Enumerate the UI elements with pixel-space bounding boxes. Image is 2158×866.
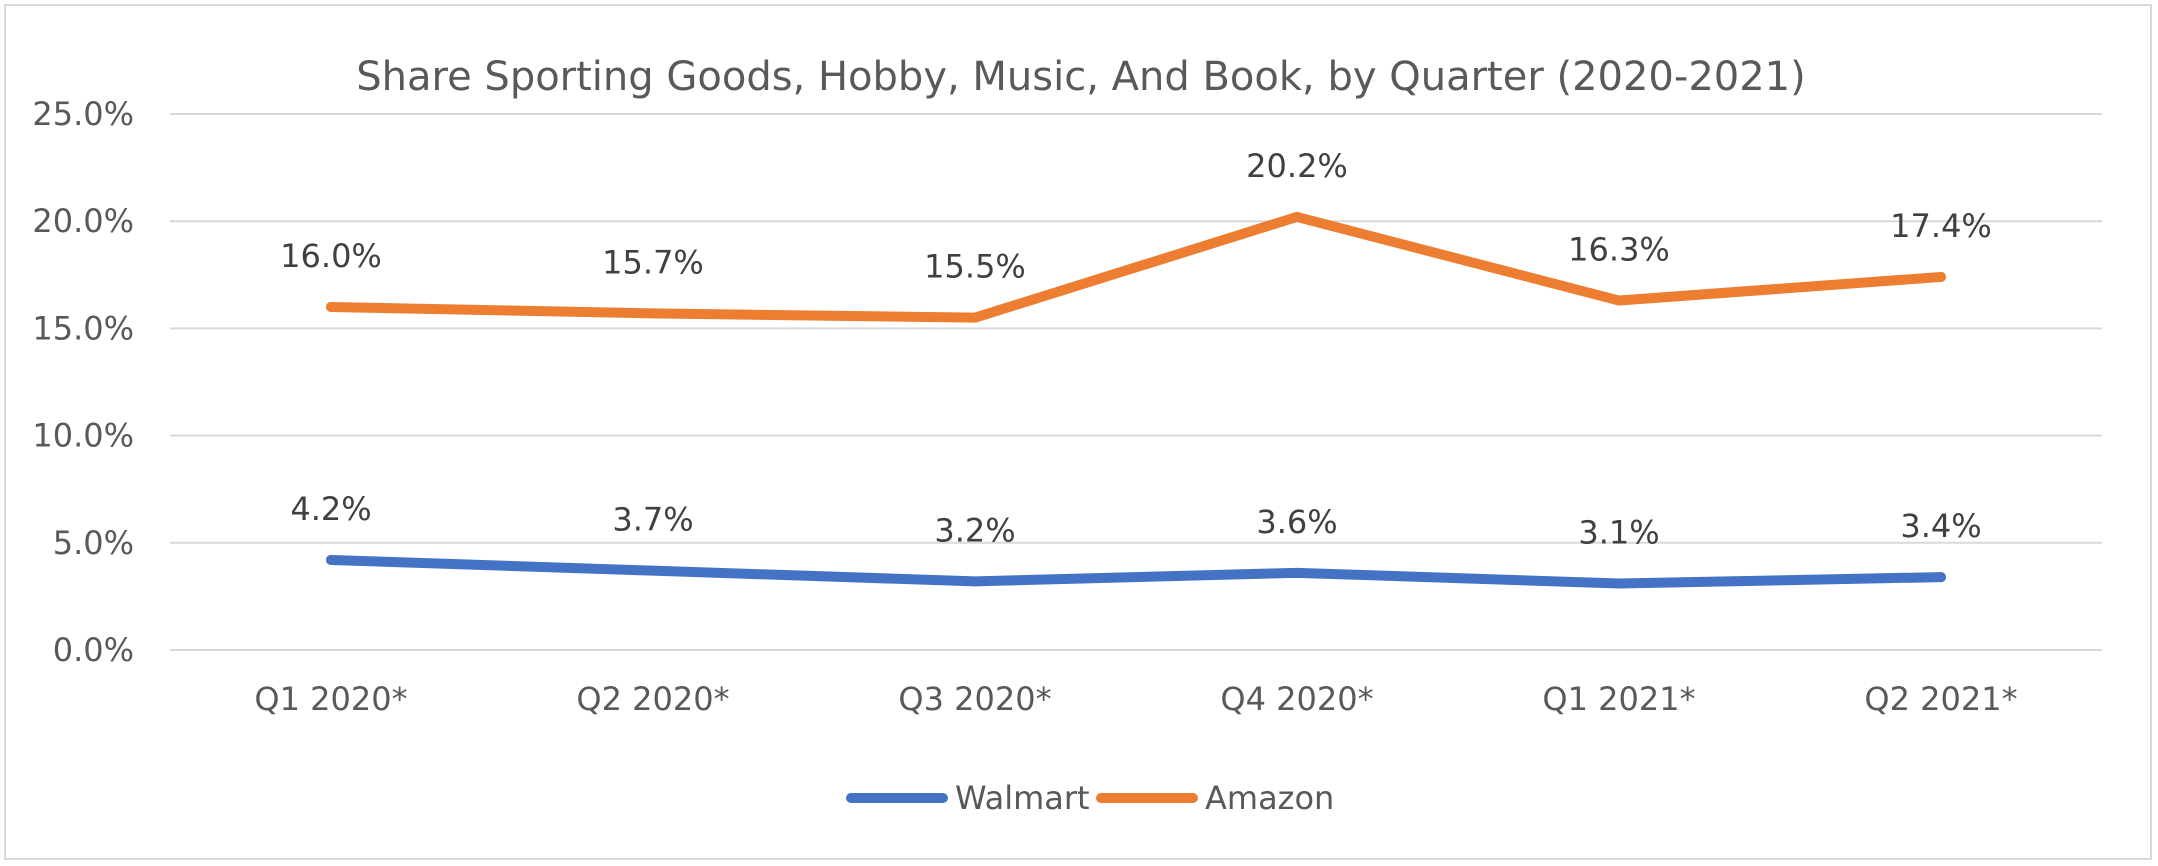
x-tick-label: Q3 2020* (898, 680, 1051, 718)
legend-label: Walmart (955, 779, 1090, 817)
x-axis-tick-labels: Q1 2020* Q2 2020* Q3 2020* Q4 2020* Q1 2021*… (254, 680, 2017, 718)
data-point-walmart (326, 554, 336, 565)
y-tick-label: 15.0% (32, 309, 134, 347)
x-tick-label: Q2 2021* (1864, 680, 2017, 718)
gridlines (170, 113, 2102, 651)
y-tick-label: 10.0% (32, 417, 134, 455)
x-tick-label: Q1 2020* (254, 680, 407, 718)
legend-item-amazon[interactable]: Amazon (1096, 779, 1334, 817)
data-label-walmart: 3.7% (612, 501, 693, 539)
data-label-amazon: 16.3% (1568, 231, 1670, 269)
y-tick-label: 25.0% (32, 95, 134, 133)
legend-label: Amazon (1205, 779, 1334, 817)
y-tick-label: 0.0% (53, 631, 134, 669)
data-point-amazon (326, 301, 336, 312)
data-point-amazon (1614, 295, 1624, 306)
y-axis-tick-labels: 0.0% 5.0% 10.0% 15.0% 20.0% 25.0% (32, 95, 134, 669)
data-point-walmart (648, 565, 658, 576)
data-label-amazon: 15.5% (924, 248, 1026, 286)
chart-frame: Share Sporting Goods, Hobby, Music, And … (4, 4, 2152, 860)
series-line-amazon (326, 211, 1946, 323)
data-label-amazon: 17.4% (1890, 207, 1992, 245)
data-label-amazon: 15.7% (602, 243, 704, 281)
data-point-amazon (970, 312, 980, 323)
data-label-walmart: 3.2% (934, 511, 1015, 549)
data-label-walmart: 4.2% (290, 490, 371, 528)
legend-item-walmart[interactable]: Walmart (846, 779, 1090, 817)
y-tick-label: 5.0% (53, 524, 134, 562)
legend[interactable]: Walmart Amazon (846, 779, 1334, 817)
data-label-walmart: 3.4% (1900, 507, 1981, 545)
data-label-amazon: 20.2% (1246, 147, 1348, 185)
data-label-walmart: 3.6% (1256, 503, 1337, 541)
y-tick-label: 20.0% (32, 202, 134, 240)
data-label-walmart: 3.1% (1578, 514, 1659, 552)
data-labels: 4.2% 3.7% 3.2% 3.6% 3.1% 3.4% 16.0% 15.7% 15.5% 2… (280, 147, 1992, 552)
data-point-walmart (970, 576, 980, 587)
data-point-amazon (1292, 211, 1302, 222)
data-point-amazon (1936, 271, 1946, 282)
data-point-amazon (648, 308, 658, 319)
data-point-walmart (1936, 572, 1946, 583)
series-line-walmart (326, 554, 1946, 589)
x-tick-label: Q4 2020* (1220, 680, 1373, 718)
data-point-walmart (1292, 567, 1302, 578)
line-chart: Share Sporting Goods, Hobby, Music, And … (32, 54, 2102, 817)
x-tick-label: Q1 2021* (1542, 680, 1695, 718)
data-point-walmart (1614, 578, 1624, 589)
series-lines (326, 211, 1946, 589)
chart-title: Share Sporting Goods, Hobby, Music, And … (356, 54, 1805, 100)
x-tick-label: Q2 2020* (576, 680, 729, 718)
data-label-amazon: 16.0% (280, 237, 382, 275)
